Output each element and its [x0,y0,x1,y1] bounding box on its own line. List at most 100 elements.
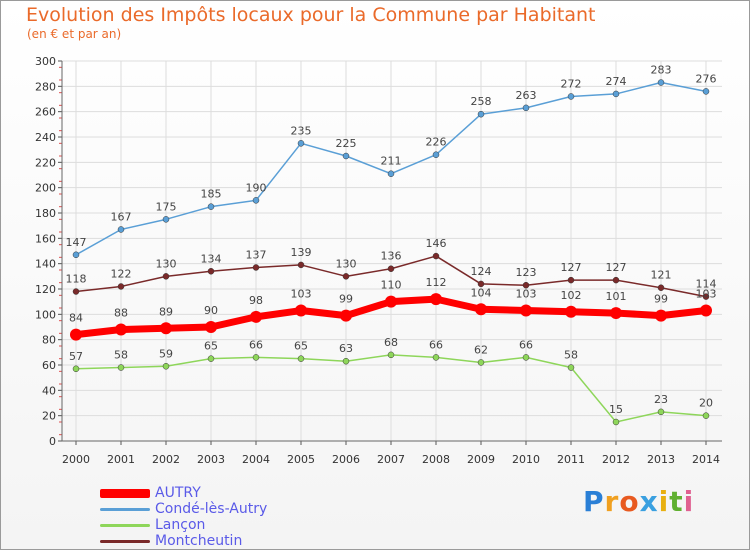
y-tick-label: 260 [35,106,56,119]
data-point [207,355,215,362]
data-label: 137 [246,248,267,261]
x-tick-labels: 2000 2001 2002 2003 2004 2005 2006 2007 2008 2009… [62,453,720,466]
data-label: 127 [606,261,627,274]
data-point [387,170,395,177]
data-label: 185 [201,188,222,201]
legend-label-autry: AUTRY [155,485,201,501]
data-point [567,93,575,100]
legend-swatch-conde [100,507,150,511]
x-tick-label: 2002 [152,453,180,466]
y-tick-label: 180 [35,207,56,220]
data-label: 175 [156,200,177,213]
data-label: 104 [471,286,492,299]
axes [58,60,722,445]
data-label: 99 [339,293,353,306]
x-tick-label: 2001 [107,453,135,466]
y-tick-label: 140 [35,258,56,271]
y-tick-label: 100 [35,308,56,321]
data-point [477,359,485,366]
logo-letter: i [658,485,670,518]
data-label: 272 [561,77,582,90]
data-point [522,281,530,289]
data-label: 103 [696,288,717,301]
data-point [477,280,485,288]
data-label: 66 [429,338,443,351]
data-label: 58 [114,349,128,362]
chart-title: Evolution des Impôts locaux pour la Comm… [26,4,596,26]
x-tick-label: 2010 [512,453,540,466]
legend: AUTRY Condé-lès-Autry Lançon Montcheutin [100,485,267,549]
data-point [252,354,260,361]
data-label: 88 [114,307,128,320]
data-point [297,261,305,269]
data-point [207,268,215,275]
logo-letter: i [683,485,695,518]
data-label: 146 [426,237,447,250]
legend-swatch-autry [100,488,150,498]
data-label: 23 [654,393,668,406]
y-tick-label: 240 [35,131,56,144]
data-point [475,303,487,316]
data-label: 263 [516,89,537,102]
data-point [432,252,440,260]
legend-item-lancon: Lançon [100,517,267,533]
data-point [657,408,665,416]
x-tick-label: 2009 [467,453,495,466]
y-tick-label: 60 [42,359,56,372]
data-point [702,412,710,419]
data-point [567,364,575,371]
data-label: 123 [516,266,537,279]
data-point [252,264,260,271]
x-tick-label: 2004 [242,453,270,466]
data-label: 225 [336,137,357,150]
data-point [522,354,530,361]
series-lines [70,79,712,426]
data-label: 167 [111,210,132,223]
data-label: 15 [609,403,623,416]
data-point [162,216,170,223]
data-point [340,309,352,322]
data-label: 121 [651,269,672,282]
data-point [657,284,665,291]
data-label: 136 [381,250,402,263]
data-label: 59 [159,347,173,360]
data-point [342,152,350,160]
data-point [115,323,127,336]
data-label: 65 [204,340,218,353]
logo-letter: t [669,485,684,518]
legend-swatch-lancon [100,523,150,527]
data-point [117,226,125,233]
data-point [385,295,397,308]
legend-item-conde: Condé-lès-Autry [100,501,267,517]
data-point [117,364,125,371]
data-point [612,276,620,284]
data-label: 90 [204,304,218,317]
x-tick-label: 2008 [422,453,450,466]
legend-swatch-montcheutin [100,539,150,543]
data-point [702,88,710,95]
legend-item-autry: AUTRY [100,485,267,501]
data-label: 68 [384,336,398,349]
data-label: 130 [156,257,177,270]
data-point [252,197,260,204]
data-label: 147 [66,236,87,249]
logo-letter: x [639,485,659,518]
data-point [565,305,577,318]
data-point [612,418,620,426]
x-tick-label: 2013 [647,453,675,466]
data-point [567,276,575,284]
y-tick-label: 220 [35,156,56,169]
data-label: 84 [69,312,83,325]
data-point [702,293,710,300]
data-point [432,354,440,361]
data-point [657,79,665,86]
logo-letter: P [583,485,605,518]
data-label: 66 [249,338,263,351]
data-point [387,265,395,272]
data-point [522,104,530,112]
y-tick-label: 40 [42,384,56,397]
data-label: 118 [66,273,87,286]
legend-label-lancon: Lançon [155,517,206,533]
x-tick-label: 2006 [332,453,360,466]
